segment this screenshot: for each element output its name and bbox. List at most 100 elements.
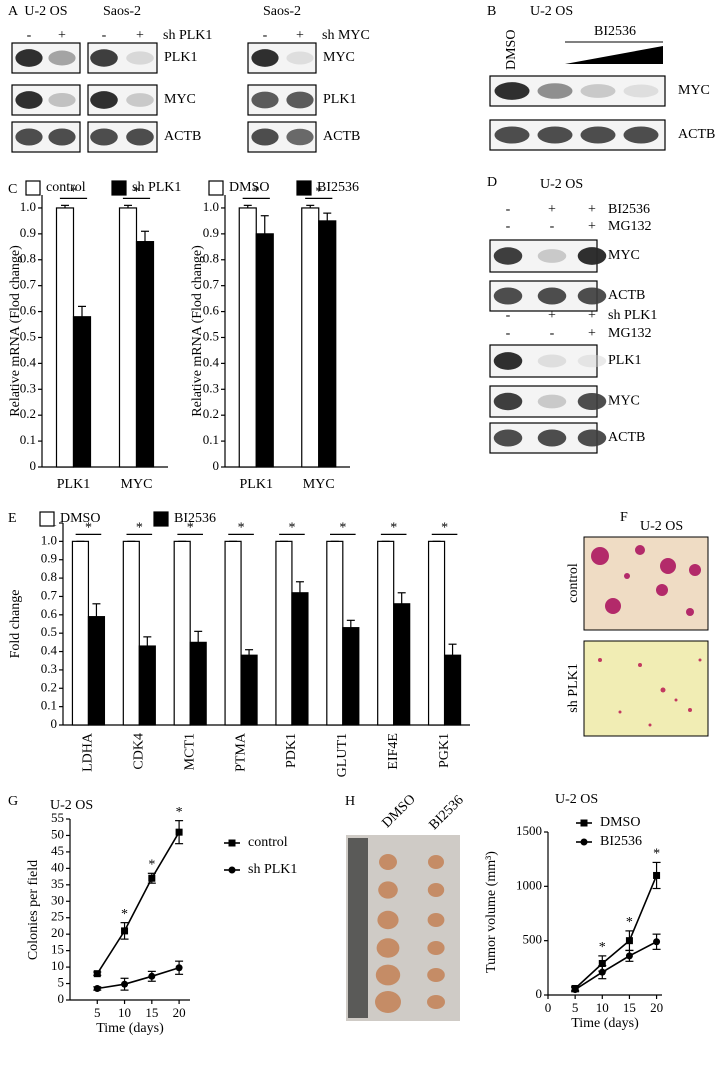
significance-star: * [626,915,633,930]
tumor [427,913,445,927]
band [90,91,118,109]
colony [688,708,692,712]
point [598,959,606,967]
x-tick-label: PLK1 [240,477,273,492]
bar [238,207,257,468]
error-bar [448,643,457,656]
x-tick-label: LDHA [81,732,96,772]
colony [686,608,694,616]
x-tick-label: 5 [94,1005,101,1020]
point [175,828,183,836]
y-tick-label: 50 [51,826,64,841]
error-bar [78,305,86,317]
y-tick-label: 30 [51,892,64,907]
band [623,126,659,144]
significance-star: * [133,185,140,200]
legend-label: BI2536 [174,511,216,526]
y-tick-label: 20 [51,925,64,940]
lane-sign: - [506,326,511,341]
legend-label: DMSO [600,815,640,830]
y-tick-label: 5 [58,975,65,990]
legend-marker [228,866,236,874]
bar [443,654,462,726]
row-label: MYC [164,92,196,107]
significance-star: * [136,521,143,536]
colony [591,547,609,565]
tumor [427,941,445,955]
bar [326,540,344,726]
significance-star: * [238,521,245,536]
band [580,126,616,144]
colony [689,564,701,576]
row-label: ACTB [608,288,645,303]
y-tick-label: 0.2 [20,406,36,421]
lane-sign: + [588,219,596,234]
lane-sign: + [136,28,144,43]
panel-letter: B [487,4,496,19]
row-label: ACTB [678,127,715,142]
y-tick-label: 45 [51,843,64,858]
row-label: PLK1 [608,353,641,368]
y-axis-label: Colonies per field [26,860,41,960]
colony [698,658,702,662]
x-tick-label: 0 [545,1000,552,1015]
y-tick-label: 0.6 [20,303,37,318]
point [625,952,633,960]
band [494,126,530,144]
y-tick-label: 0 [536,986,543,1001]
bar [118,207,138,468]
x-tick-label: PDK1 [284,733,299,768]
significance-star: * [315,185,322,200]
bar [189,641,207,726]
significance-star: * [85,521,92,536]
bar [173,540,191,726]
legend-label: BI2536 [317,180,359,195]
legend-label: BI2536 [600,834,642,849]
panel-letter: G [8,794,18,809]
x-tick-label: CDK4 [132,733,147,770]
y-tick-label: 0.3 [203,380,219,395]
band [48,50,76,66]
bar [255,233,274,468]
significance-star: * [653,847,660,862]
legend-marker [580,838,588,846]
treatment-label: MG132 [608,219,652,234]
error-bar [346,619,355,628]
lane-sign: + [588,326,596,341]
y-tick-label: 0.2 [203,406,219,421]
x-tick-label: PTMA [233,732,248,772]
x-axis-label: Time (days) [96,1021,164,1036]
bar [291,592,309,726]
legend-marker [580,819,588,827]
band [15,49,43,67]
y-tick-label: 40 [51,859,64,874]
series-line [574,875,658,990]
x-tick-label: 20 [650,1000,663,1015]
series-line [574,941,657,991]
x-tick-label: MYC [303,477,335,492]
lane-sign: - [550,326,555,341]
cell-label: U-2 OS [24,4,67,19]
significance-star: * [339,521,346,536]
legend-label: DMSO [229,180,269,195]
y-tick-label: 0.3 [41,661,57,676]
band [126,93,154,107]
tumor [375,964,401,986]
error-bar [397,592,406,604]
bar [55,207,75,468]
x-tick-label: PLK1 [57,477,90,492]
significance-star: * [148,858,155,873]
point [598,968,606,976]
y-tick-label: 0.5 [41,624,57,639]
bar [393,603,411,726]
lane-sign: + [548,308,556,323]
error-bar [260,215,269,234]
x-tick-label: PGK1 [437,733,452,768]
y-tick-label: 0.9 [41,551,57,566]
colony [660,558,676,574]
point [653,938,661,946]
significance-star: * [441,521,448,536]
band [493,352,523,370]
tumor [377,910,399,930]
cell-label: Saos-2 [103,4,141,19]
